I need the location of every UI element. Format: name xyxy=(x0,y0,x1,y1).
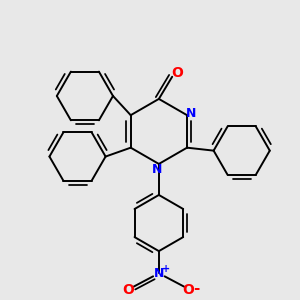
Text: N: N xyxy=(152,163,163,176)
Text: O: O xyxy=(172,66,183,80)
Text: O: O xyxy=(122,283,134,297)
Text: O: O xyxy=(182,283,194,297)
Text: +: + xyxy=(162,264,170,274)
Text: N: N xyxy=(154,267,164,280)
Text: -: - xyxy=(193,280,200,296)
Text: N: N xyxy=(185,107,196,120)
